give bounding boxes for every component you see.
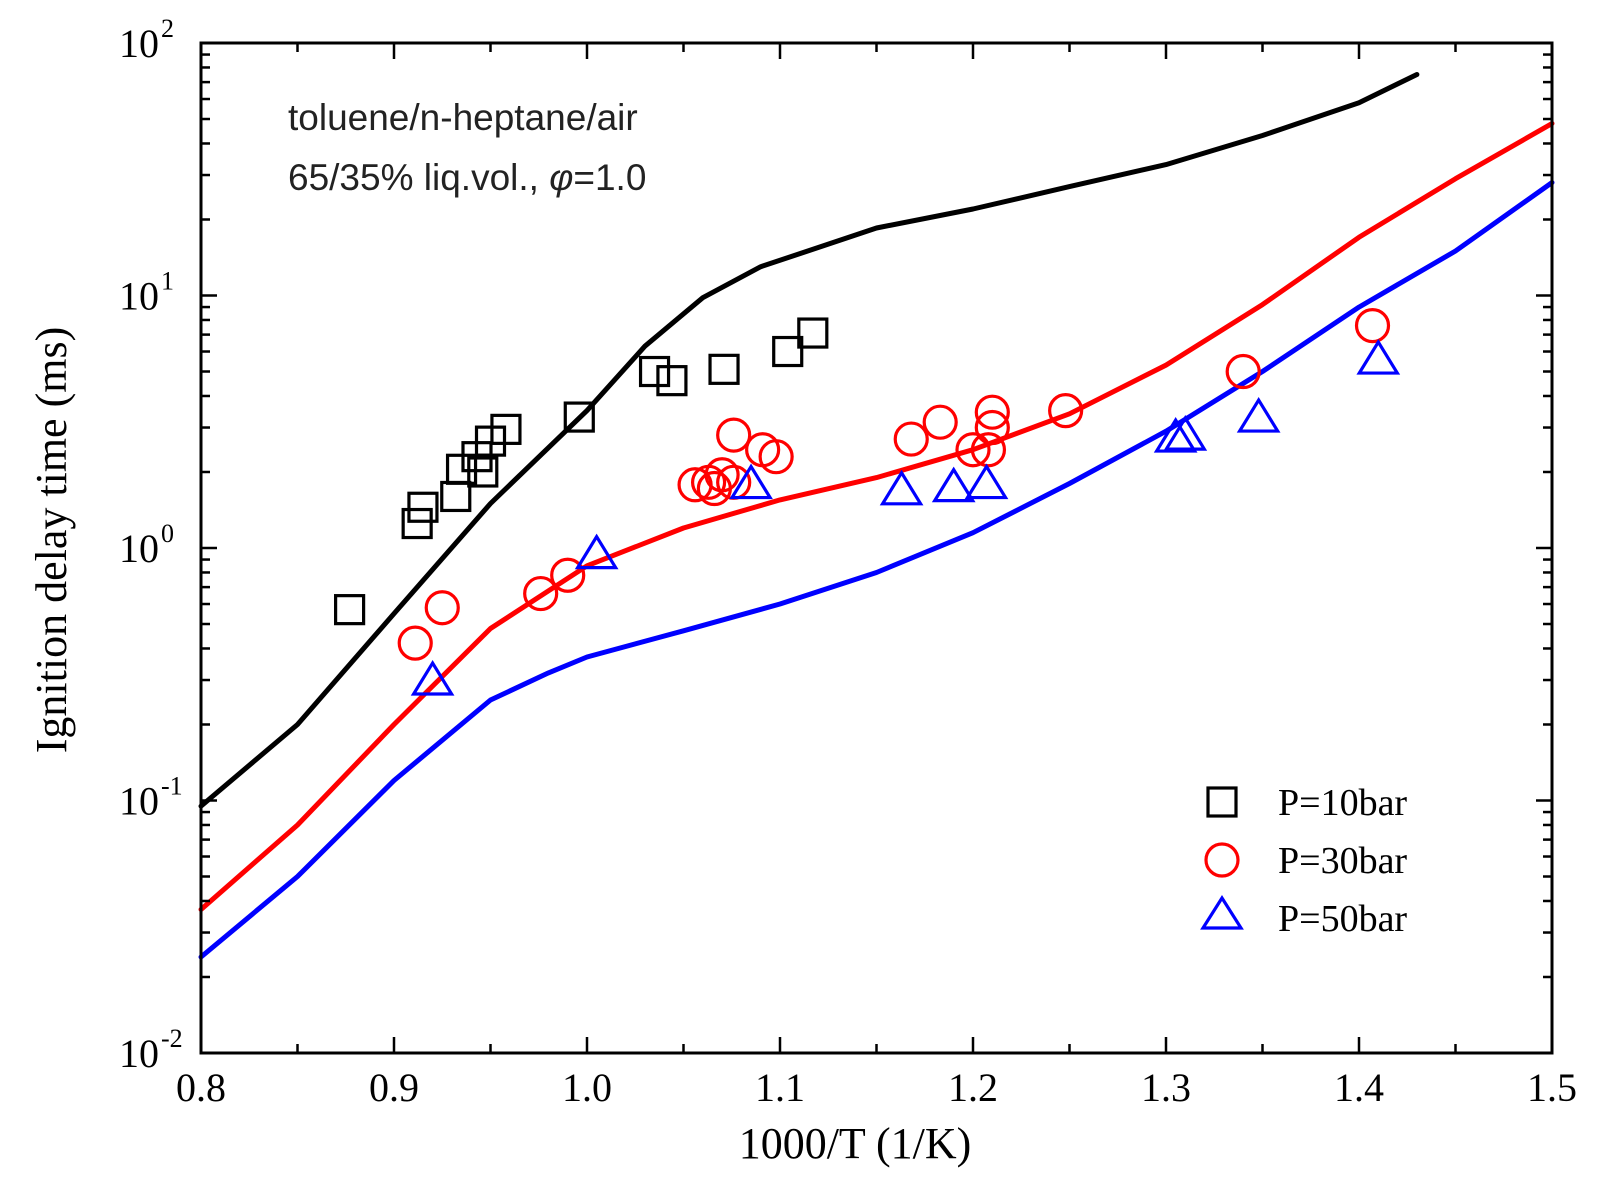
data-point-triangle: [1236, 397, 1281, 433]
data-point-square: [656, 365, 688, 397]
data-point-square: [334, 594, 366, 626]
data-point-circle: [397, 625, 433, 661]
data-point-triangle: [1163, 415, 1208, 451]
x-tick-label: 1.5: [1527, 1065, 1577, 1110]
data-point-circle: [970, 432, 1007, 468]
x-tick-label: 0.9: [369, 1065, 419, 1110]
y-tick-exponent: 0: [161, 519, 174, 548]
data-point-square: [401, 507, 433, 540]
data-point-triangle: [1356, 339, 1401, 375]
x-tick-label: 1.1: [755, 1065, 805, 1110]
model-curve-square: [198, 72, 1420, 809]
legend-marker-triangle: [1200, 895, 1244, 930]
data-point-circle: [1048, 393, 1084, 429]
y-tick-exponent: -1: [161, 772, 183, 801]
data-point-square: [772, 335, 804, 368]
y-tick-exponent: 1: [161, 267, 174, 296]
legend-marker-circle: [1204, 842, 1240, 878]
data-point-square: [563, 401, 595, 433]
y-tick-label: 10: [119, 779, 159, 824]
data-point-circle: [424, 590, 460, 626]
data-point-square: [467, 456, 499, 488]
y-tick-label: 10: [119, 526, 159, 571]
data-point-triangle: [931, 466, 976, 503]
y-tick-exponent: -2: [161, 1024, 183, 1053]
y-tick-exponent: 2: [161, 14, 174, 43]
annotation-line2-suffix: =1.0: [573, 157, 646, 198]
data-point-circle: [974, 394, 1010, 430]
data-point-triangle: [879, 469, 924, 506]
legend-marker-square: [1206, 786, 1238, 818]
x-tick-label: 1.3: [1141, 1065, 1191, 1110]
data-point-square: [407, 491, 439, 523]
annotation-line1: toluene/n-heptane/air: [288, 97, 638, 138]
data-point-circle: [550, 557, 586, 593]
model-curve-triangle: [198, 180, 1555, 960]
y-axis-label: Ignition delay time (ms): [27, 327, 76, 753]
y-tick-label: 10: [119, 274, 159, 319]
x-tick-label: 0.8: [176, 1065, 226, 1110]
data-point-circle: [1354, 307, 1391, 344]
legend-label-p30: P=30bar: [1278, 840, 1407, 882]
x-tick-label: 1.0: [562, 1065, 612, 1110]
data-point-square: [490, 413, 522, 445]
data-point-square: [797, 317, 829, 349]
x-axis-label: 1000/T (1/K): [739, 1119, 972, 1168]
x-tick-label: 1.4: [1334, 1065, 1384, 1110]
data-point-circle: [893, 421, 929, 457]
data-point-square: [708, 353, 740, 385]
x-tick-label: 1.2: [948, 1065, 998, 1110]
data-point-square: [440, 480, 472, 513]
data-point-triangle: [410, 659, 455, 696]
annotation-line2-prefix: 65/35% liq.vol.,: [288, 157, 549, 198]
legend-label-p50: P=50bar: [1278, 898, 1407, 940]
data-point-circle: [955, 432, 991, 468]
plot-content: [198, 72, 1555, 960]
axis-ticks: [199, 41, 1554, 1055]
data-point-square: [638, 355, 671, 388]
data-point-triangle: [1153, 417, 1198, 453]
legend: P=10bar P=30bar P=50bar: [1200, 782, 1407, 940]
data-point-circle: [922, 404, 958, 440]
data-point-circle: [523, 575, 559, 612]
data-point-circle: [704, 457, 740, 493]
data-point-circle: [1225, 353, 1261, 390]
y-tick-label: 10: [119, 1031, 159, 1076]
data-point-triangle: [729, 463, 773, 500]
annotation-line2: 65/35% liq.vol., φ=1.0: [288, 157, 646, 198]
y-tick-label: 10: [119, 21, 159, 66]
data-point-triangle: [574, 533, 619, 570]
annotation-phi-symbol: φ: [549, 157, 573, 198]
legend-label-p10: P=10bar: [1278, 782, 1407, 824]
data-point-circle: [974, 409, 1010, 446]
data-point-circle: [758, 439, 794, 475]
data-point-circle: [716, 417, 752, 453]
data-point-triangle: [964, 463, 1009, 500]
